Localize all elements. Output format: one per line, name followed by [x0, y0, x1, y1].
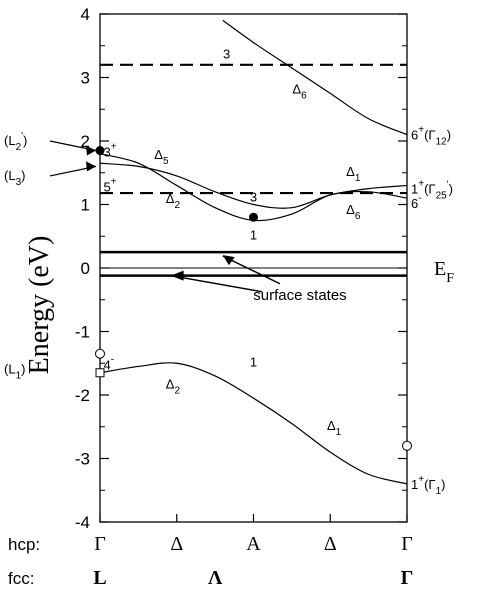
surface-state-arrow-upper — [222, 255, 281, 285]
left-annotation: (L1) — [4, 362, 25, 382]
band-label: 3 — [250, 189, 257, 204]
band-series-3 — [222, 19, 408, 136]
hcp-point-label: Δ — [170, 533, 183, 555]
y-tick-label: 3 — [81, 69, 90, 88]
arrowhead-upper — [222, 255, 235, 266]
left-annotation: (L2') — [4, 131, 27, 153]
marker-layer — [95, 146, 412, 451]
fcc-row-label: fcc: — [8, 569, 34, 588]
open-circle — [402, 440, 412, 451]
band-label: Δ1 — [327, 418, 342, 438]
fcc-point-label: Γ — [401, 567, 414, 589]
band-series-0 — [99, 362, 408, 485]
band-label: Δ6 — [346, 202, 361, 222]
band-label: Δ2 — [166, 377, 181, 397]
fermi-level-layer: EF — [100, 258, 454, 286]
surface-state-arrow-lower — [170, 274, 263, 293]
band-label: 1 — [250, 354, 257, 369]
y-tick-label: -1 — [75, 323, 90, 342]
y-tick-label: 1 — [81, 196, 90, 215]
left-annotation: (L3) — [4, 168, 25, 188]
open-square — [95, 368, 105, 378]
filled-point — [249, 212, 258, 222]
y-axis-label: Energy (eV) — [24, 236, 55, 375]
band-series-2 — [99, 162, 408, 209]
band-label: 3 — [223, 46, 230, 61]
hcp-point-label: Γ — [94, 533, 106, 555]
right-label: 6+(Γ12) — [411, 125, 451, 148]
band-label: Δ6 — [292, 81, 307, 101]
fcc-point-label: L — [93, 567, 106, 589]
point-label: 4- — [104, 354, 115, 372]
band-label: Δ1 — [346, 164, 361, 184]
y-tick-label: -4 — [75, 513, 90, 532]
hcp-point-label: Δ — [324, 533, 337, 555]
open-circle — [95, 348, 105, 359]
hcp-row-label: hcp: — [8, 535, 40, 554]
right-label: 6- — [411, 193, 422, 211]
y-tick-label: 4 — [81, 5, 90, 24]
fermi-level-label: EF — [434, 258, 454, 286]
y-tick-label: -3 — [75, 450, 90, 469]
surface-states-label: surface states — [253, 287, 346, 304]
hcp-point-label: A — [246, 533, 261, 555]
y-tick-label: -2 — [75, 386, 90, 405]
band-label: 1 — [250, 227, 257, 242]
filled-point — [95, 146, 105, 156]
point-label: 5+ — [104, 176, 117, 194]
right-label: 1+(Γ1) — [411, 474, 445, 497]
annotation-arrowhead — [86, 161, 96, 172]
band-label: Δ5 — [154, 147, 169, 167]
arrowhead-lower — [170, 270, 184, 281]
axes-layer: -4 -3 -2 -1 0 1 2 3 4 — [75, 5, 408, 532]
point-label: 3+ — [104, 142, 117, 160]
fcc-point-label: Λ — [208, 567, 223, 589]
y-tick-label: 0 — [81, 259, 90, 278]
right-label: 1+(Γ25') — [411, 179, 453, 202]
hcp-point-label: Γ — [401, 533, 413, 555]
band-series-1 — [99, 153, 408, 222]
y-tick-label: 2 — [81, 132, 90, 151]
series-layer — [99, 19, 408, 485]
annotation-arrowhead — [86, 145, 96, 156]
band-label: Δ2 — [166, 191, 181, 211]
